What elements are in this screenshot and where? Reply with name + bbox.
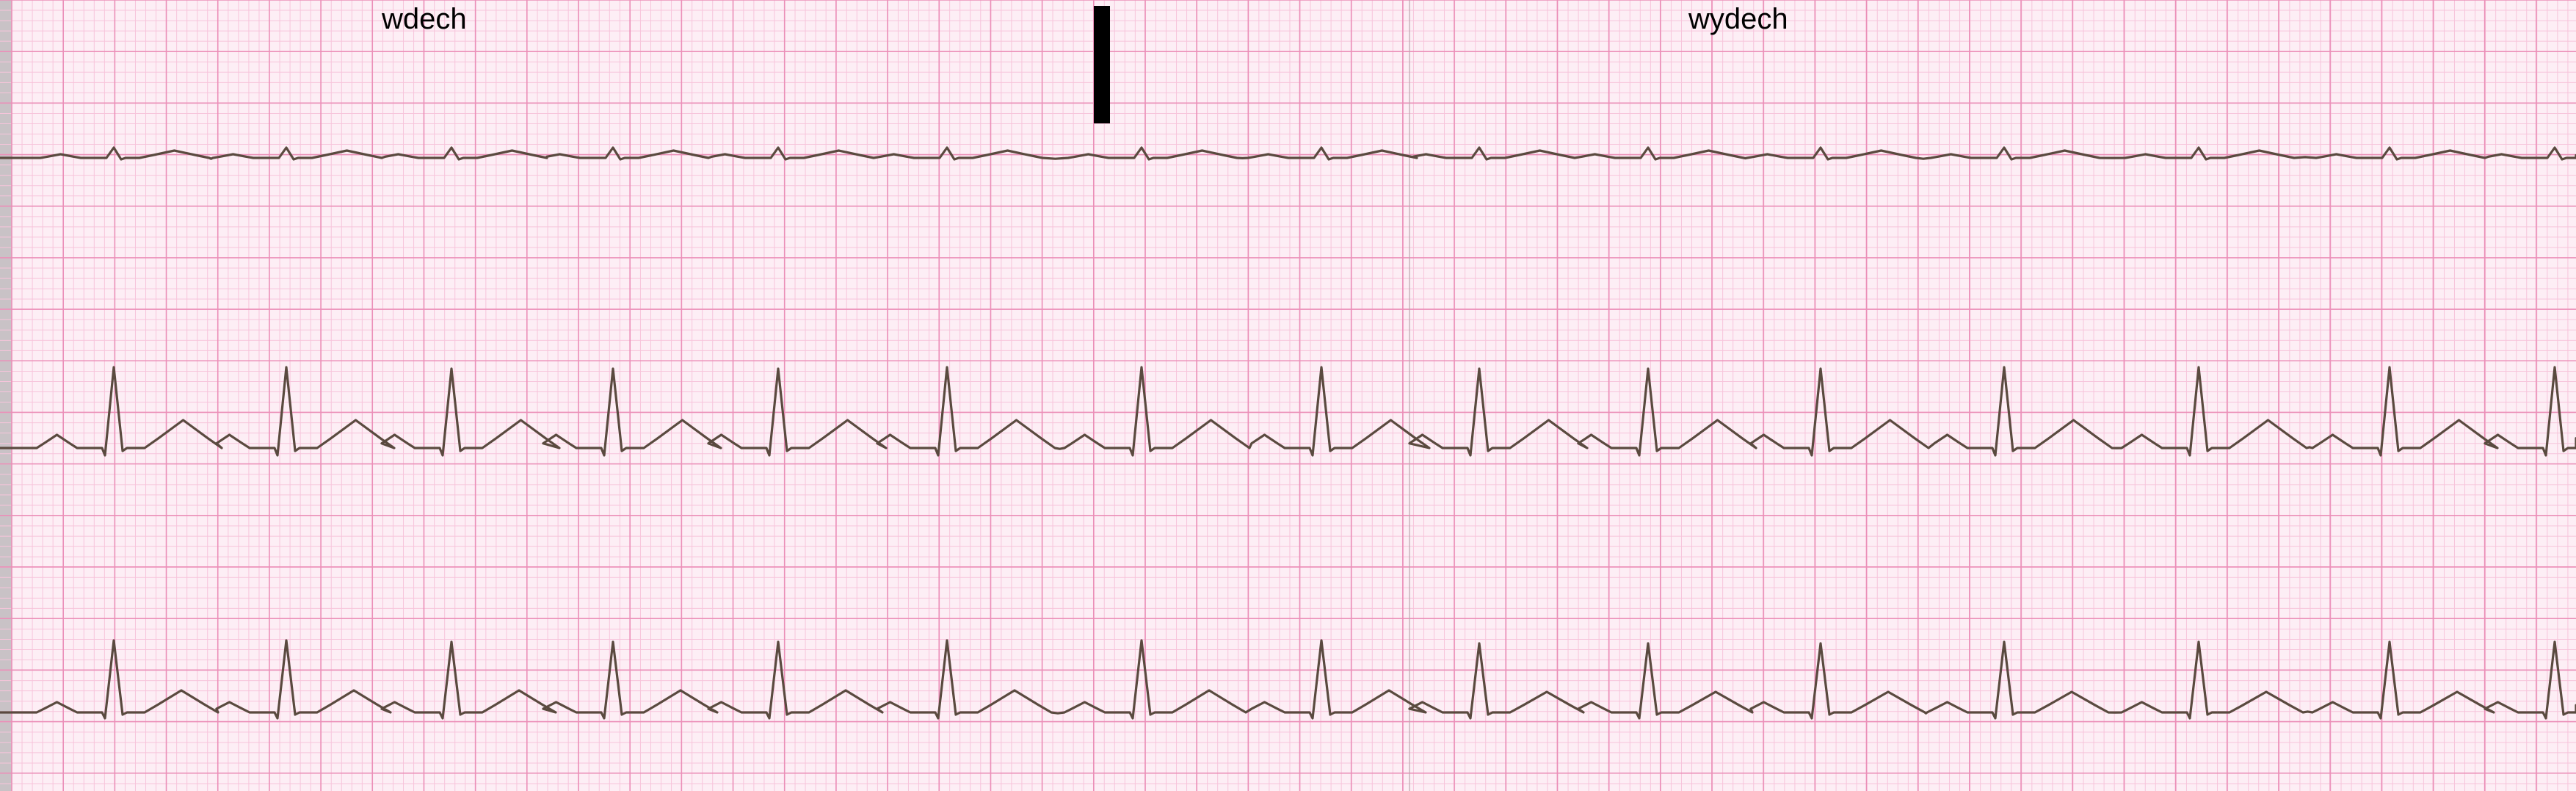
- inhale-label: wdech: [382, 3, 467, 36]
- exhale-label: wydech: [1688, 3, 1788, 36]
- ecg-strip-container: wdech wydech: [0, 0, 2576, 791]
- calibration-bar: [1094, 6, 1110, 123]
- ecg-svg: [0, 0, 2576, 791]
- ecg-background: [0, 0, 2576, 791]
